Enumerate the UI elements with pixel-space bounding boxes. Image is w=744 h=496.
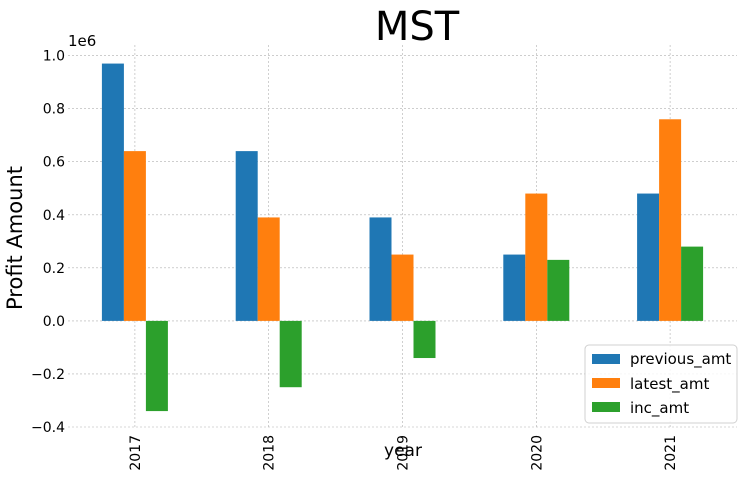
y-axis-ticks: −0.4 −0.2 0.0 0.2 0.4 0.6 0.8 1.0 xyxy=(31,49,65,436)
legend-label-inc-amt: inc_amt xyxy=(630,399,689,418)
bar-inc-amt-2017 xyxy=(145,320,168,412)
legend-entry-latest-amt: latest_amt xyxy=(592,375,709,394)
bar-previous-amt-2020 xyxy=(503,254,526,321)
chart-title: MST xyxy=(375,4,460,50)
y-tick-label: −0.4 xyxy=(31,420,65,436)
bar-latest-amt-2020 xyxy=(525,193,548,321)
y-tick-label: 0.2 xyxy=(43,261,65,277)
y-tick-label: 1.0 xyxy=(43,49,65,65)
bar-latest-amt-2021 xyxy=(659,119,682,321)
bar-latest-amt-2018 xyxy=(257,217,280,321)
legend-box xyxy=(584,344,738,424)
bar-inc-amt-2020 xyxy=(547,259,570,321)
bar-inc-amt-2019 xyxy=(413,320,436,359)
legend-label-latest-amt: latest_amt xyxy=(630,375,709,394)
y-tick-label: 0.0 xyxy=(43,314,65,330)
x-axis-label: year xyxy=(384,441,422,461)
y-tick-label: −0.2 xyxy=(31,367,65,383)
legend-entry-previous-amt: previous_amt xyxy=(592,350,731,369)
bar-inc-amt-2018 xyxy=(279,320,302,388)
legend-entry-inc-amt: inc_amt xyxy=(592,399,689,418)
bars xyxy=(101,63,704,412)
x-tick-label: 2020 xyxy=(529,435,545,471)
x-axis-ticks: 2017 2018 2019 2020 2021 xyxy=(128,435,679,471)
legend-label-previous-amt: previous_amt xyxy=(630,350,731,369)
bar-latest-amt-2019 xyxy=(391,254,414,321)
y-tick-label: 0.6 xyxy=(43,155,65,171)
legend-swatch-latest-amt xyxy=(592,378,620,388)
bar-previous-amt-2018 xyxy=(235,151,258,321)
x-tick-label: 2018 xyxy=(262,435,278,471)
legend-swatch-inc-amt xyxy=(592,402,620,412)
bar-previous-amt-2021 xyxy=(637,193,660,321)
y-tick-label: 0.8 xyxy=(43,102,65,118)
legend: previous_amt latest_amt inc_amt xyxy=(584,344,738,424)
y-tick-label: 0.4 xyxy=(43,208,65,224)
bar-previous-amt-2019 xyxy=(369,217,392,321)
x-tick-label: 2019 xyxy=(396,435,412,471)
x-tick-label: 2021 xyxy=(663,435,679,471)
bar-previous-amt-2017 xyxy=(101,63,124,321)
y-axis-label: Profit Amount xyxy=(3,166,27,310)
bar-latest-amt-2017 xyxy=(123,151,146,321)
legend-swatch-previous-amt xyxy=(592,354,620,364)
y-offset-label: 1e6 xyxy=(68,32,96,50)
bar-inc-amt-2021 xyxy=(681,246,704,321)
x-tick-label: 2017 xyxy=(128,435,144,471)
